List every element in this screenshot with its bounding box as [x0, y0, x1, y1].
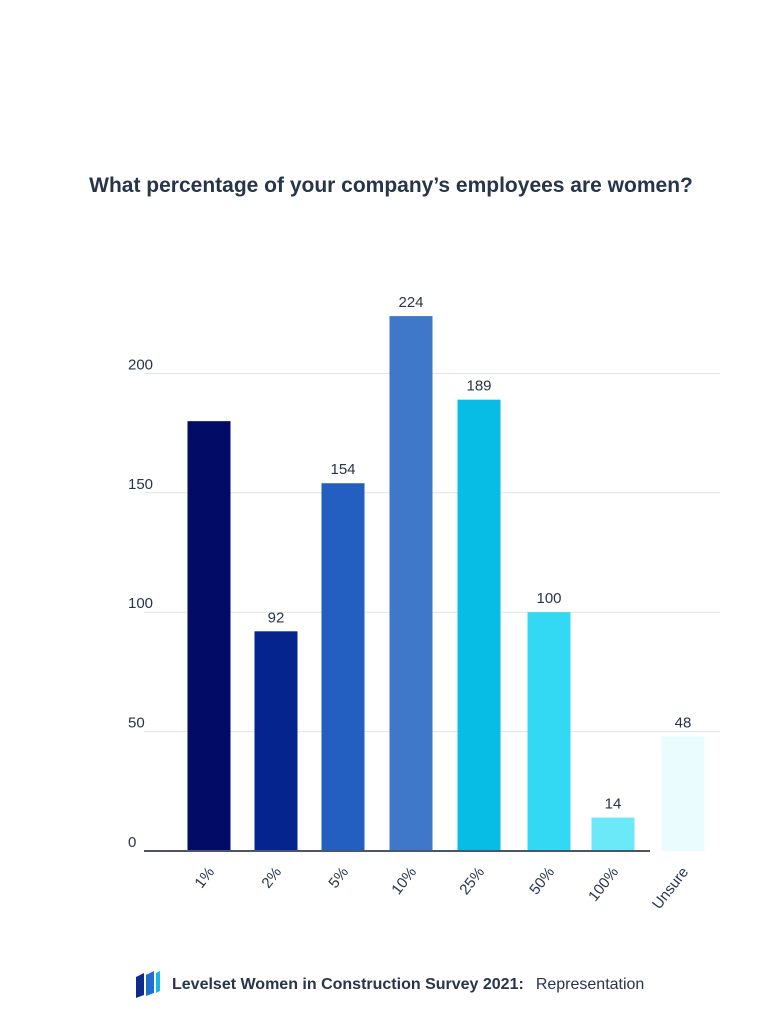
- x-tick-label: Unsure: [649, 864, 692, 913]
- data-label: 14: [605, 796, 622, 813]
- data-label: 100: [536, 590, 561, 607]
- data-label: 92: [268, 609, 285, 626]
- bar: [457, 399, 501, 851]
- x-tick-label: 5%: [325, 864, 352, 892]
- x-tick-label: 1%: [191, 864, 218, 892]
- data-label: 189: [466, 378, 491, 395]
- footer-brand: Levelset Women in Construction Survey 20…: [172, 976, 524, 993]
- footer: Levelset Women in Construction Survey 20…: [134, 970, 644, 1000]
- x-tick-label: 10%: [388, 864, 420, 898]
- bar: [661, 736, 705, 851]
- x-tick-label: 25%: [456, 864, 488, 898]
- bar: [321, 483, 365, 851]
- bar: [187, 421, 231, 851]
- y-tick-label: 200: [128, 356, 153, 373]
- levelset-logo-icon: [136, 971, 160, 998]
- data-label: 48: [675, 714, 692, 731]
- y-tick-label: 0: [128, 834, 136, 851]
- bar: [389, 316, 433, 851]
- bar: [591, 817, 635, 851]
- footer-suffix: Representation: [535, 976, 645, 993]
- data-label: 154: [330, 461, 355, 478]
- bar: [527, 612, 571, 851]
- x-tick-label: 100%: [585, 864, 622, 905]
- data-label: 224: [398, 294, 423, 311]
- chart-title: What percentage of your company’s employ…: [89, 174, 693, 197]
- x-tick-label: 50%: [526, 864, 558, 898]
- bar-chart: 0 50 100 150 200 1% 92 2% 154 5% 224 10% 189 25% 100 50…: [128, 294, 720, 913]
- y-tick-label: 150: [128, 476, 153, 493]
- bar: [254, 631, 298, 851]
- y-tick-label: 50: [128, 715, 145, 732]
- x-tick-label: 2%: [258, 864, 285, 892]
- y-tick-label: 100: [128, 595, 153, 612]
